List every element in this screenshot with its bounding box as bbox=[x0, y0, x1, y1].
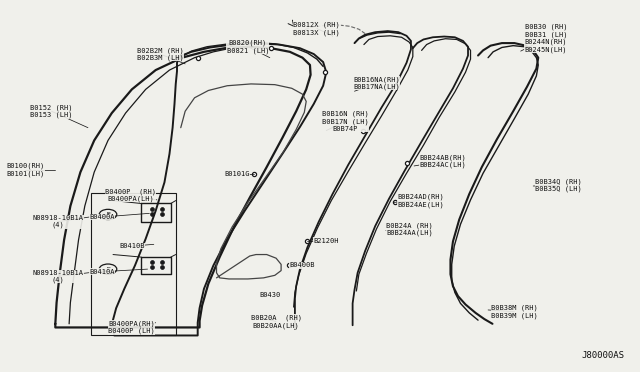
Text: N: N bbox=[106, 267, 109, 272]
Text: N08918-10B1A
(4): N08918-10B1A (4) bbox=[33, 215, 83, 228]
Bar bbox=[91, 193, 176, 336]
Text: B0410B: B0410B bbox=[119, 243, 145, 249]
Text: B0B20A  (RH)
B0B20AA(LH): B0B20A (RH) B0B20AA(LH) bbox=[251, 315, 301, 328]
Text: B0152 (RH)
B0153 (LH): B0152 (RH) B0153 (LH) bbox=[30, 104, 73, 118]
Text: B02B2M (RH)
B02B3M (LH): B02B2M (RH) B02B3M (LH) bbox=[137, 47, 184, 61]
Text: B0B16N (RH)
B0B17N (LH)
B0B74P: B0B16N (RH) B0B17N (LH) B0B74P bbox=[322, 110, 369, 132]
Text: B0812X (RH)
B0813X (LH): B0812X (RH) B0813X (LH) bbox=[294, 22, 340, 35]
Text: B0B38M (RH)
B0B39M (LH): B0B38M (RH) B0B39M (LH) bbox=[491, 305, 538, 319]
Text: B0B16NA(RH)
B0B17NA(LH): B0B16NA(RH) B0B17NA(LH) bbox=[353, 76, 400, 90]
Text: B0400B: B0400B bbox=[290, 263, 315, 269]
Text: B0B24AB(RH)
B0B24AC(LH): B0B24AB(RH) B0B24AC(LH) bbox=[419, 154, 466, 168]
Text: J80000AS: J80000AS bbox=[581, 351, 624, 360]
Text: B0400PA(RH)
B0400P (LH): B0400PA(RH) B0400P (LH) bbox=[108, 320, 156, 334]
Text: B0B24AD(RH)
B0B24AE(LH): B0B24AD(RH) B0B24AE(LH) bbox=[397, 193, 444, 208]
Text: B0B34Q (RH)
B0B35Q (LH): B0B34Q (RH) B0B35Q (LH) bbox=[535, 178, 582, 192]
Text: B0400A: B0400A bbox=[90, 214, 115, 220]
Text: B2120H: B2120H bbox=[314, 238, 339, 244]
Text: B0100(RH)
B0101(LH): B0100(RH) B0101(LH) bbox=[6, 163, 44, 177]
Text: B0410A: B0410A bbox=[90, 269, 115, 275]
Text: N08918-10B1A
(4): N08918-10B1A (4) bbox=[33, 270, 83, 283]
Text: B0B30 (RH)
B0B31 (LH)
B0244N(RH)
B0245N(LH): B0B30 (RH) B0B31 (LH) B0244N(RH) B0245N(… bbox=[525, 24, 567, 53]
Text: B0400P  (RH)
B0400PA(LH): B0400P (RH) B0400PA(LH) bbox=[105, 188, 156, 202]
Text: B0B24A (RH)
B0B24AA(LH): B0B24A (RH) B0B24AA(LH) bbox=[387, 222, 433, 236]
Text: B0430: B0430 bbox=[259, 292, 280, 298]
Text: N: N bbox=[106, 212, 109, 217]
Text: B0101G: B0101G bbox=[225, 171, 250, 177]
Text: B0820(RH)
B0821 (LH): B0820(RH) B0821 (LH) bbox=[227, 40, 269, 54]
